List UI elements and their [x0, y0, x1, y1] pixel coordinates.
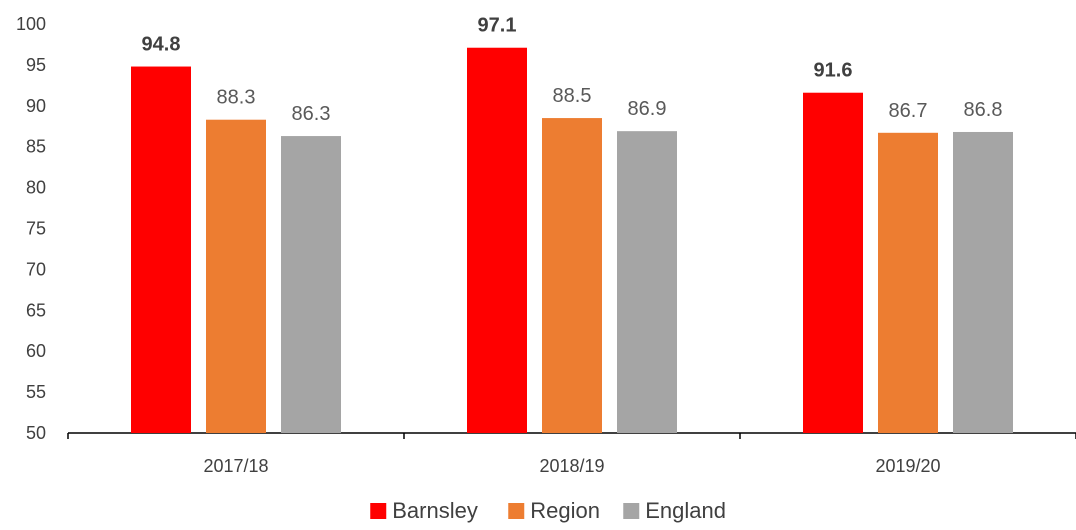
- y-tick-label: 55: [26, 382, 46, 402]
- data-label: 97.1: [478, 15, 517, 37]
- legend-item-england: England: [623, 498, 726, 523]
- data-label: 91.6: [814, 60, 853, 82]
- bar-england: [617, 131, 677, 433]
- bar-barnsley: [803, 92, 863, 433]
- bar-england: [281, 136, 341, 434]
- legend-item-region: Region: [508, 498, 600, 523]
- legend-label: Barnsley: [392, 498, 478, 523]
- bar-region: [542, 118, 602, 433]
- x-category-label: 2017/18: [203, 456, 268, 476]
- y-tick-label: 65: [26, 300, 46, 320]
- legend-label: England: [645, 498, 726, 523]
- y-tick-label: 75: [26, 219, 46, 239]
- y-tick-label: 95: [26, 55, 46, 75]
- y-tick-label: 100: [16, 14, 46, 34]
- data-label: 88.3: [217, 87, 256, 109]
- x-category-label: 2019/20: [875, 456, 940, 476]
- bar-england: [953, 131, 1013, 433]
- legend-swatch: [370, 503, 387, 519]
- y-tick-label: 85: [26, 137, 46, 157]
- data-label: 86.8: [964, 99, 1003, 121]
- data-label: 94.8: [142, 34, 181, 56]
- x-axis: 2017/18 2018/19 2019/20: [67, 432, 1076, 476]
- bar-barnsley: [131, 66, 191, 433]
- data-label: 86.9: [628, 98, 667, 120]
- bar-barnsley: [467, 47, 527, 434]
- bar-region: [206, 119, 266, 434]
- bars: [131, 47, 1013, 434]
- y-tick-label: 70: [26, 259, 46, 279]
- y-axis: 50 55 60 65 70 75 80 85 90 95 100: [16, 14, 46, 443]
- x-category-label: 2018/19: [539, 456, 604, 476]
- y-tick-label: 80: [26, 178, 46, 198]
- data-label: 88.5: [553, 85, 592, 107]
- bar-region: [878, 132, 938, 433]
- y-tick-label: 60: [26, 341, 46, 361]
- legend-item-barnsley: Barnsley: [370, 498, 478, 523]
- y-tick-label: 90: [26, 96, 46, 116]
- data-labels: 94.8 88.3 86.3 97.1 88.5 86.9 91.6 86.7 86.8: [142, 15, 1003, 125]
- data-label: 86.7: [889, 100, 928, 122]
- legend-label: Region: [530, 498, 600, 523]
- legend: Barnsley Region England: [370, 498, 726, 523]
- y-tick-label: 50: [26, 423, 46, 443]
- data-label: 86.3: [292, 103, 331, 125]
- legend-swatch: [623, 503, 640, 519]
- legend-swatch: [508, 503, 525, 519]
